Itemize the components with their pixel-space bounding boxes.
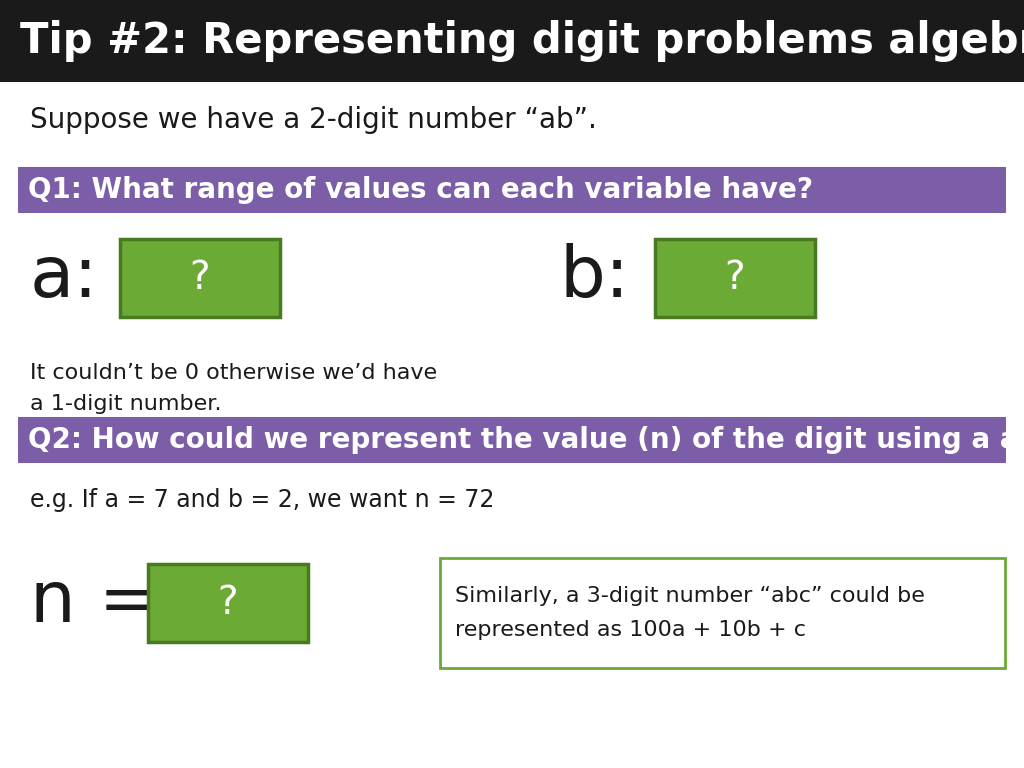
Text: It couldn’t be 0 otherwise we’d have
a 1-digit number.: It couldn’t be 0 otherwise we’d have a 1…	[30, 363, 437, 414]
Bar	[148, 564, 308, 642]
Text: b:: b:	[560, 243, 630, 313]
Text: Q1: What range of values can each variable have?: Q1: What range of values can each variab…	[28, 176, 813, 204]
Bar	[18, 167, 1006, 213]
Text: ?: ?	[189, 259, 210, 297]
Text: ?: ?	[218, 584, 239, 622]
Bar	[18, 417, 1006, 463]
Text: e.g. If a = 7 and b = 2, we want n = 72: e.g. If a = 7 and b = 2, we want n = 72	[30, 488, 495, 512]
Bar	[0, 0, 1024, 82]
Bar	[655, 239, 815, 317]
Text: Suppose we have a 2-digit number “ab”.: Suppose we have a 2-digit number “ab”.	[30, 106, 597, 134]
Text: a:: a:	[30, 243, 98, 313]
Text: Q2: How could we represent the value (n) of the digit using a and b?: Q2: How could we represent the value (n)…	[28, 426, 1024, 454]
Bar	[120, 239, 280, 317]
Bar	[440, 558, 1005, 668]
Text: ?: ?	[725, 259, 745, 297]
Text: n =: n =	[30, 568, 160, 637]
Text: Tip #2: Representing digit problems algebraically: Tip #2: Representing digit problems alge…	[20, 20, 1024, 62]
Text: Similarly, a 3-digit number “abc” could be
represented as 100a + 10b + c: Similarly, a 3-digit number “abc” could …	[455, 586, 925, 641]
